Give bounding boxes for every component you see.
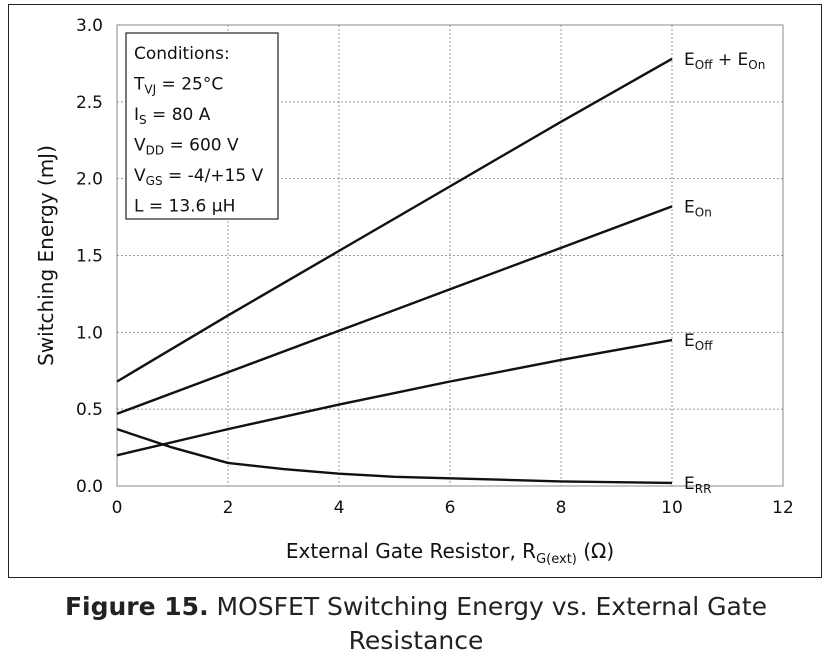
condition-line: TVJ = 25°C	[133, 75, 223, 97]
series-line	[116, 338, 673, 457]
condition-line: L = 13.6 µH	[134, 197, 235, 217]
x-tick-label: 10	[661, 498, 683, 518]
figure-number: Figure 15.	[64, 592, 209, 621]
figure-caption-text: MOSFET Switching Energy vs. External Gat…	[208, 592, 768, 655]
series-line	[116, 57, 673, 383]
y-tick-label: 2.5	[76, 93, 103, 113]
y-axis-title: Switching Energy (mJ)	[34, 145, 58, 366]
switching-energy-chart: 0 2 4 6 8 10 12 0.0 0.5 1.0 1.5 2.0 2.5 3.0 EOff + EO…	[34, 16, 794, 567]
condition-line: VDD = 600 V	[134, 136, 239, 158]
x-tick-label: 12	[772, 498, 794, 518]
series-line	[116, 428, 673, 485]
y-tick-label: 0.5	[76, 400, 103, 420]
series-label: EOff	[684, 331, 713, 353]
x-tick-label: 2	[223, 498, 234, 518]
tick-layer: 0 2 4 6 8 10 12 0.0 0.5 1.0 1.5 2.0 2.5 3.0	[76, 16, 794, 518]
x-tick-label: 4	[334, 498, 345, 518]
series-layer	[116, 57, 673, 485]
x-tick-label: 0	[112, 498, 123, 518]
series-label: ERR	[684, 474, 711, 496]
series-label: EOff + EOn	[684, 50, 765, 72]
figure-caption: Figure 15. MOSFET Switching Energy vs. E…	[0, 590, 832, 658]
y-tick-label: 0.0	[76, 477, 103, 497]
y-tick-label: 1.5	[76, 247, 103, 267]
series-label: EOn	[684, 197, 712, 219]
plot-area-border	[116, 24, 784, 487]
axis-layer	[116, 24, 784, 487]
series-line	[116, 205, 673, 415]
y-tick-label: 2.0	[76, 170, 103, 190]
condition-line: VGS = -4/+15 V	[134, 166, 264, 188]
series-label-layer: EOff + EOn EOn EOff ERR	[684, 50, 765, 496]
conditions-box-border	[125, 32, 279, 220]
y-tick-label: 3.0	[76, 16, 103, 36]
x-tick-label: 6	[445, 498, 456, 518]
condition-line: IS = 80 A	[134, 105, 211, 127]
chart-frame: 0 2 4 6 8 10 12 0.0 0.5 1.0 1.5 2.0 2.5 3.0 EOff + EO…	[8, 4, 822, 578]
x-axis-title: External Gate Resistor, RG(ext) (Ω)	[286, 539, 614, 567]
x-tick-label: 8	[556, 498, 567, 518]
conditions-box: Conditions: TVJ = 25°C IS = 80 A VDD = 600 …	[125, 32, 279, 220]
grid-layer	[117, 25, 783, 486]
y-tick-label: 1.0	[76, 323, 103, 343]
condition-line: Conditions:	[134, 44, 230, 64]
